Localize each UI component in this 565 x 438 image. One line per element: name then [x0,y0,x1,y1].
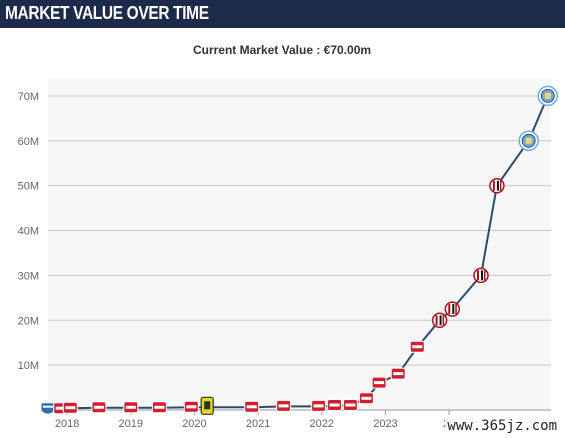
crest-stripe [93,405,104,409]
crest-shield [525,137,532,144]
y-tick-label: 70M [18,91,39,103]
crest-stripe [484,270,486,281]
data-point-az[interactable] [342,399,358,411]
chart-title: Current Market Value : €70.00m [193,43,371,57]
y-tick-label: 60M [18,136,39,148]
crest-stripe [442,315,445,326]
crest-stripe [492,180,495,191]
header-bar: MARKET VALUE OVER TIME [0,0,565,28]
y-tick-label: 30M [18,270,39,282]
data-points [40,85,559,415]
crest-stripe [374,381,385,385]
data-point-milan[interactable] [431,312,448,329]
y-axis-ticks: 10M 20M 30M 40M 50M 60M 70M [18,91,39,372]
crest-stripe [455,304,457,315]
page-title: MARKET VALUE OVER TIME [5,3,209,23]
data-point-man-city[interactable] [537,85,559,107]
data-point-pec-zwolle[interactable] [40,402,56,415]
crest-stripe [154,405,165,409]
crest-stripe [499,180,502,191]
data-point-az[interactable] [151,401,167,414]
crest-stripe [329,403,340,407]
crest-stripe [439,315,442,326]
data-point-milan[interactable] [489,177,505,194]
data-point-excelsior[interactable] [200,396,214,415]
grid-lines [48,95,551,411]
x-tick-label: 2023 [373,418,397,430]
data-point-az[interactable] [409,340,425,353]
crest-stripe [477,270,479,281]
crest-inner [204,401,211,410]
watermark-text: www.365jz.com [445,418,559,434]
crest-stripe [361,396,372,400]
y-tick-label: 20M [18,315,39,327]
crest-stripe [125,405,136,409]
y-tick-label: 40M [18,226,39,238]
data-point-man-city[interactable] [518,130,539,152]
crest-stripe [278,404,289,408]
market-value-chart: Current Market Value : €70.00m 10M 20M 30M… [18,43,559,430]
crest-stripe [452,304,455,315]
data-point-az[interactable] [91,401,107,414]
data-point-az[interactable] [276,399,292,412]
x-tick-label: 2021 [246,418,270,430]
data-point-az[interactable] [123,401,139,414]
crest-stripe [481,270,483,281]
crest-stripe [345,403,356,407]
data-point-az[interactable] [183,400,199,413]
crest-stripe [412,345,423,349]
data-point-az[interactable] [390,367,406,380]
x-tick-label: 2020 [182,418,206,430]
crest-shield [544,92,551,99]
crest-stripe [393,372,404,376]
data-point-az[interactable] [327,399,342,411]
crest-stripe [65,406,76,410]
crest-stripe [448,304,451,315]
crest-stripe [43,405,53,408]
pec-zwolle-crest-icon [40,402,56,415]
x-axis-ticks: 20182019202020212022202320 [55,410,455,430]
data-point-az[interactable] [244,400,260,413]
data-point-milan[interactable] [473,267,489,284]
data-point-az[interactable] [311,399,327,412]
crest-stripe [435,315,438,326]
x-tick-label: 2019 [119,418,143,430]
x-tick-label: 2018 [55,418,79,430]
crest-stripe [246,405,257,409]
crest-stripe [55,406,66,410]
crest-stripe [496,180,499,191]
y-tick-label: 10M [18,360,39,372]
data-point-az[interactable] [62,401,78,414]
y-tick-label: 50M [18,181,39,193]
x-tick-label: 2022 [310,418,334,430]
crest-stripe [313,404,324,408]
data-point-az[interactable] [371,376,387,389]
plot-area [48,78,551,410]
data-point-milan[interactable] [444,301,461,317]
data-point-az[interactable] [358,392,374,405]
crest-stripe [186,405,197,409]
